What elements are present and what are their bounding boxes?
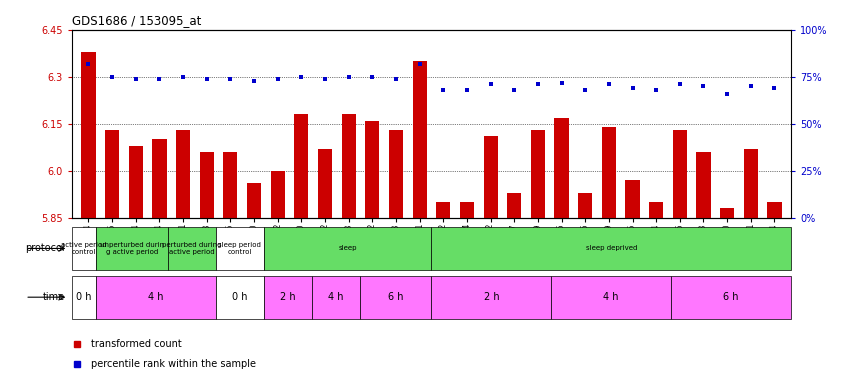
Bar [72,227,96,270]
Bar [507,192,521,217]
Text: time: time [42,292,64,302]
Bar [720,208,734,218]
Bar [264,227,431,270]
Text: sleep: sleep [338,246,357,251]
Point [721,91,734,97]
Text: sleep deprived: sleep deprived [585,246,637,251]
Text: percentile rank within the sample: percentile rank within the sample [91,359,255,369]
Bar [744,149,758,217]
Text: 2 h: 2 h [484,292,499,302]
Point [129,76,142,82]
Point [176,74,190,80]
Text: 4 h: 4 h [603,292,619,302]
Text: sleep period
control: sleep period control [218,242,261,255]
Bar [360,276,431,319]
Bar [216,276,264,319]
Bar [413,61,426,217]
Point [767,85,781,91]
Bar [602,127,616,218]
Bar [578,192,592,217]
Text: 6 h: 6 h [723,292,739,302]
Bar [671,276,791,319]
Bar [318,149,332,217]
Bar [460,202,474,217]
Point [579,87,592,93]
Point [744,83,757,89]
Point [602,81,616,87]
Point [437,87,450,93]
Bar [342,114,356,218]
Bar [216,227,264,270]
Bar [294,114,309,218]
Bar [389,130,403,218]
Bar [437,202,450,217]
Bar [431,276,552,319]
Point [365,74,379,80]
Text: transformed count: transformed count [91,339,181,349]
Point [697,83,711,89]
Point [650,87,663,93]
Bar [200,152,214,217]
Text: protocol: protocol [25,243,64,254]
Point [247,78,261,84]
Bar [649,202,663,217]
Point [200,76,213,82]
Bar [365,121,379,218]
Bar [152,140,167,218]
Text: GDS1686 / 153095_at: GDS1686 / 153095_at [72,15,201,27]
Point [271,76,284,82]
Text: unperturbed durin
g active period: unperturbed durin g active period [100,242,164,255]
Point [223,76,237,82]
Point [294,74,308,80]
Point [413,61,426,67]
Text: 0 h: 0 h [76,292,91,302]
Bar [431,227,791,270]
Point [555,80,569,86]
Bar [264,276,311,319]
Text: 4 h: 4 h [148,292,163,302]
Point [460,87,474,93]
Bar [96,276,216,319]
Bar [271,171,285,217]
Point [342,74,355,80]
Bar [168,227,216,270]
Point [626,85,640,91]
Bar [105,130,119,218]
Text: perturbed during
active period: perturbed during active period [162,242,222,255]
Point [106,74,119,80]
Bar [673,130,687,218]
Point [82,61,96,67]
Point [389,76,403,82]
Bar [72,276,96,319]
Bar [484,136,497,218]
Bar [767,202,782,217]
Text: 2 h: 2 h [280,292,295,302]
Bar [223,152,238,217]
Bar [696,152,711,217]
Text: 4 h: 4 h [328,292,343,302]
Bar [176,130,190,218]
Bar [247,183,261,218]
Text: 6 h: 6 h [387,292,404,302]
Text: 0 h: 0 h [232,292,247,302]
Bar [81,52,96,217]
Bar [552,276,671,319]
Bar [554,117,569,218]
Bar [625,180,640,218]
Text: active period
control: active period control [61,242,107,255]
Bar [96,227,168,270]
Point [531,81,545,87]
Point [318,76,332,82]
Point [152,76,166,82]
Point [508,87,521,93]
Bar [311,276,360,319]
Point [673,81,687,87]
Bar [530,130,545,218]
Bar [129,146,143,218]
Point [484,81,497,87]
